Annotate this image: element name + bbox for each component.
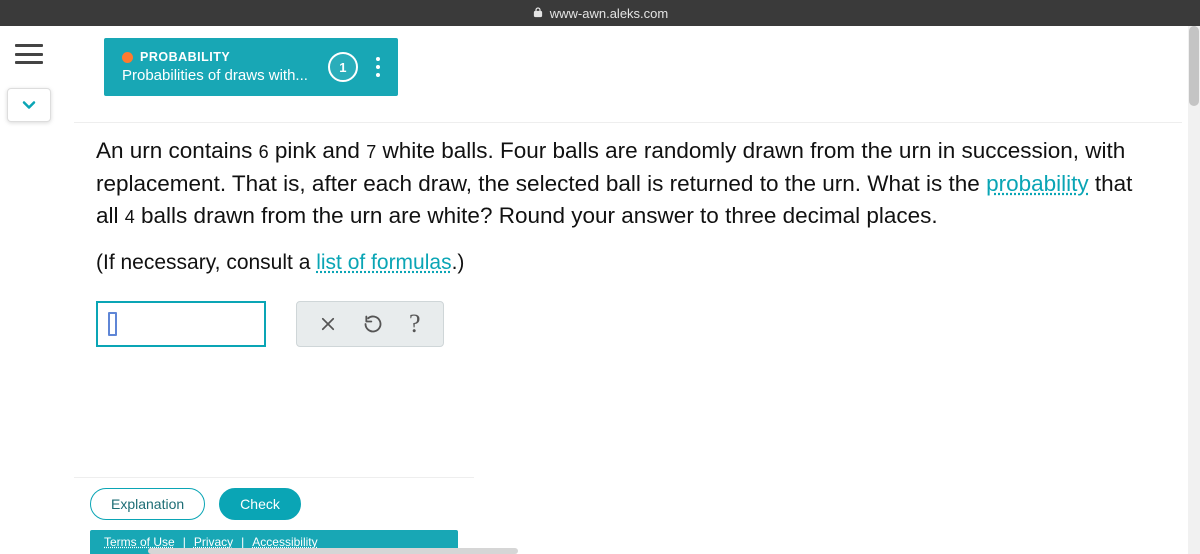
more-icon[interactable] — [372, 53, 384, 81]
topic-category: PROBABILITY — [122, 50, 308, 65]
answer-input[interactable] — [117, 313, 254, 334]
question-text: An urn contains 6 pink and 7 white balls… — [96, 135, 1160, 233]
answer-box[interactable] — [96, 301, 266, 347]
formulas-link[interactable]: list of formulas — [316, 251, 451, 274]
question-area: An urn contains 6 pink and 7 white balls… — [74, 122, 1182, 554]
scrollbar-thumb[interactable] — [1189, 26, 1199, 106]
accessibility-link[interactable]: Accessibility — [252, 535, 317, 549]
browser-url-bar: www-awn.aleks.com — [0, 0, 1200, 26]
explanation-button[interactable]: Explanation — [90, 488, 205, 520]
tool-tray: ? — [296, 301, 444, 347]
page: PROBABILITY Probabilities of draws with.… — [0, 26, 1200, 554]
step-badge[interactable]: 1 — [328, 52, 358, 82]
undo-button[interactable] — [363, 314, 383, 334]
hint-text: (If necessary, consult a list of formula… — [96, 251, 1160, 275]
bottom-bar: Explanation Check Terms of Use | Privacy… — [74, 477, 474, 554]
input-cursor-icon — [108, 312, 117, 336]
help-button[interactable]: ? — [409, 309, 421, 339]
topic-category-label: PROBABILITY — [140, 50, 230, 65]
answer-row: ? — [96, 301, 1160, 347]
clear-button[interactable] — [319, 315, 337, 333]
status-dot-icon — [122, 52, 133, 63]
topic-bar: PROBABILITY Probabilities of draws with.… — [104, 38, 398, 96]
url-text: www-awn.aleks.com — [550, 6, 668, 21]
menu-icon[interactable] — [15, 44, 43, 64]
collapse-button[interactable] — [7, 88, 51, 122]
privacy-link[interactable]: Privacy — [194, 535, 233, 549]
topic-title: Probabilities of draws with... — [122, 67, 308, 85]
lock-icon — [532, 6, 544, 21]
vertical-scrollbar[interactable] — [1188, 26, 1200, 554]
check-button[interactable]: Check — [219, 488, 301, 520]
terms-link[interactable]: Terms of Use — [104, 535, 175, 549]
probability-link[interactable]: probability — [986, 171, 1089, 196]
left-rail — [0, 26, 58, 554]
horizontal-scrollbar[interactable] — [148, 548, 518, 554]
